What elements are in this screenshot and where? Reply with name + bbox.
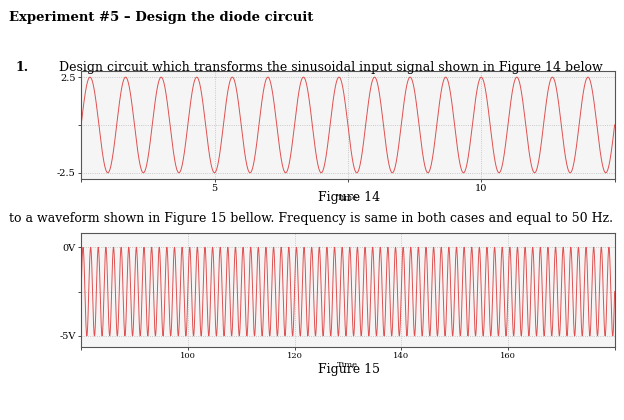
Text: to a waveform shown in Figure 15 bellow. Frequency is same in both cases and equ: to a waveform shown in Figure 15 bellow.… <box>9 212 613 225</box>
Text: Figure 14: Figure 14 <box>318 191 381 204</box>
Text: Figure 15: Figure 15 <box>318 363 381 376</box>
Text: 1.: 1. <box>16 61 29 74</box>
Text: Design circuit which transforms the sinusoidal input signal shown in Figure 14 b: Design circuit which transforms the sinu… <box>59 61 603 74</box>
X-axis label: Time: Time <box>338 194 358 202</box>
X-axis label: Time: Time <box>338 362 358 370</box>
Text: Experiment #5 – Design the diode circuit: Experiment #5 – Design the diode circuit <box>9 10 314 24</box>
